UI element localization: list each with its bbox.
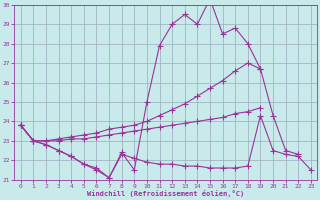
X-axis label: Windchill (Refroidissement éolien,°C): Windchill (Refroidissement éolien,°C) [87,190,244,197]
